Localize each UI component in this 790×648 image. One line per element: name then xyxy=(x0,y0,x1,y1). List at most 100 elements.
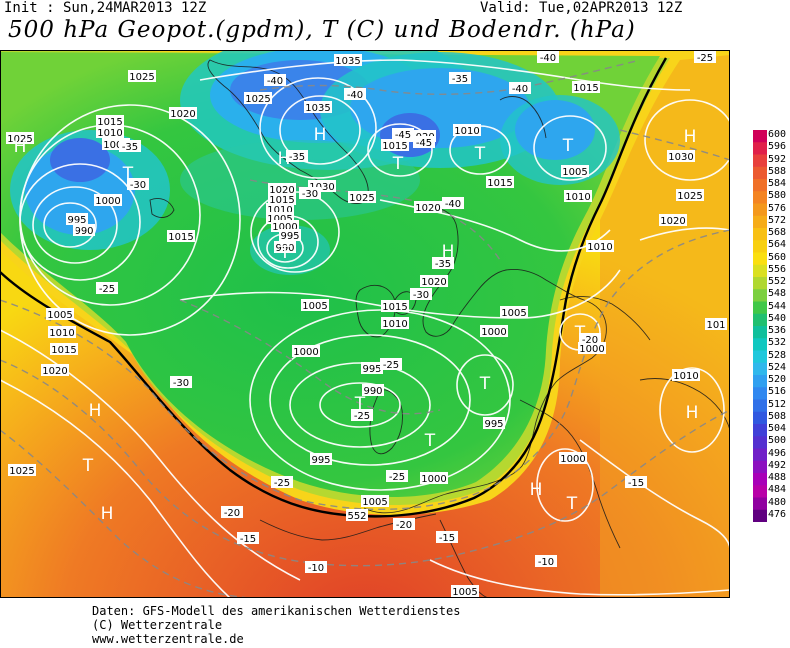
low-pressure-center: T xyxy=(424,431,436,451)
isobar-label-text: 1000 xyxy=(293,347,318,358)
low-pressure-center: T xyxy=(562,136,574,156)
legend-swatch xyxy=(753,166,767,180)
legend-swatch xyxy=(753,436,767,449)
isotherm-label: -30 xyxy=(410,288,432,301)
isobar-label: 1020 xyxy=(414,201,442,214)
isobar-label-text: 1005 xyxy=(47,310,72,321)
isobar-label-text: 1005 xyxy=(452,587,477,598)
isobar-label-text: 995 xyxy=(362,364,381,375)
isobar-label: 1025 xyxy=(8,464,36,477)
east-warm-band xyxy=(600,50,730,598)
isobar-label: 1015 xyxy=(50,343,78,356)
isotherm-label-text: -10 xyxy=(308,563,324,574)
high-pressure-center: H xyxy=(686,403,699,423)
isotherm-label: -10 xyxy=(305,561,327,574)
isobar-label: 1015 xyxy=(167,230,195,243)
isotherm-label-text: -40 xyxy=(540,53,556,64)
legend-swatch xyxy=(753,264,767,278)
isotherm-label: -30 xyxy=(299,187,321,200)
isotherm-label: -20 xyxy=(221,506,243,519)
init-time-label: Init : Sun,24MAR2013 12Z xyxy=(4,0,207,16)
isotherm-label: -25 xyxy=(351,409,373,422)
isobar-label: 990 xyxy=(73,224,95,237)
isobar-label: 1025 xyxy=(244,92,272,105)
isobar-label-text: 1035 xyxy=(335,56,360,67)
high-pressure-center: H xyxy=(314,125,327,145)
isobar-label: 1000 xyxy=(480,325,508,338)
isobar-label-text: 1015 xyxy=(382,302,407,313)
legend-value: 576 xyxy=(768,202,787,214)
legend-value: 500 xyxy=(768,435,787,447)
legend-value: 596 xyxy=(768,141,787,153)
isobar-label-text: 1030 xyxy=(309,182,334,193)
isotherm-label-text: -40 xyxy=(445,199,461,210)
legend-value: 548 xyxy=(768,288,787,300)
isotherm-label: -10 xyxy=(535,555,557,568)
isobar-label-text: 1015 xyxy=(487,178,512,189)
legend-swatch xyxy=(753,375,767,388)
isobar-label: 1010 xyxy=(381,317,409,330)
isobar-label: 1010 xyxy=(453,124,481,137)
isotherm-label-text: -35 xyxy=(289,152,305,163)
isobar-label: 1000 xyxy=(559,452,587,465)
legend-value: 540 xyxy=(768,312,787,324)
legend-value: 600 xyxy=(768,129,787,140)
isotherm-label-text: -45 xyxy=(416,138,432,149)
isobar-label-text: 1030 xyxy=(668,152,693,163)
isotherm-label: -25 xyxy=(380,358,402,371)
isobar-label-text: 1000 xyxy=(421,474,446,485)
legend-swatch xyxy=(753,424,767,437)
isotherm-label-text: -25 xyxy=(354,411,370,422)
legend-swatch xyxy=(753,509,767,522)
legend-swatch xyxy=(753,301,767,315)
isotherm-label-text: -15 xyxy=(439,533,455,544)
legend-value: 584 xyxy=(768,178,787,189)
isobar-label: 995 xyxy=(279,229,301,242)
isotherm-label-text: -35 xyxy=(435,259,451,270)
isobar-label-text: 1010 xyxy=(454,126,479,137)
isobar-label-text: 1010 xyxy=(267,205,292,216)
isobar-label: 1025 xyxy=(6,132,34,145)
isotherm-label: -45 xyxy=(413,136,435,149)
isobar-label: 1020 xyxy=(41,364,69,377)
isobar-label-text: 101 xyxy=(706,320,725,331)
isobar-label-text: 1015 xyxy=(97,117,122,128)
legend-swatch xyxy=(753,191,767,204)
weather-map: 1025103510251020101510101005102510351030… xyxy=(0,50,730,598)
isotherm-label-text: -10 xyxy=(538,557,554,568)
isotherm-label-text: -15 xyxy=(628,478,644,489)
isobar-label-text: 1000 xyxy=(481,327,506,338)
cold-core-east-inner xyxy=(515,100,595,160)
isotherm-label-text: -25 xyxy=(99,284,115,295)
legend-value: 528 xyxy=(768,349,787,361)
isobars xyxy=(0,59,730,598)
isotherm-label-text: -25 xyxy=(389,472,405,483)
legend-value: 556 xyxy=(768,263,787,275)
isobar-label-text: 1025 xyxy=(677,191,702,202)
isobar-label-text: 1020 xyxy=(421,277,446,288)
isobar-label: 995 xyxy=(310,453,332,466)
legend-swatch xyxy=(753,460,767,474)
isotherm-label: -40 xyxy=(509,82,531,95)
low-pressure-center: T xyxy=(69,220,81,240)
isobar-label: 1005 xyxy=(361,495,389,508)
isobar-label-text: 1005 xyxy=(562,167,587,178)
isotherm-label: -25 xyxy=(694,51,716,64)
isobar-label-text: 1015 xyxy=(269,195,294,206)
isotherm-label-text: 552 xyxy=(347,511,366,522)
isobar-label: 1000 xyxy=(94,194,122,207)
green-region xyxy=(0,52,660,497)
legend-value: 592 xyxy=(768,153,787,165)
isotherm-label-text: -35 xyxy=(452,74,468,85)
high-pressure-center: H xyxy=(278,149,291,169)
isotherm-label-text: -20 xyxy=(396,520,412,531)
high-pressure-center: H xyxy=(101,504,114,524)
isotherm-label: -45 xyxy=(392,128,414,141)
isobar-label-text: 1010 xyxy=(565,192,590,203)
legend-swatch xyxy=(753,313,767,327)
legend-swatch xyxy=(753,142,767,155)
isotherm-label-text: -25 xyxy=(383,360,399,371)
isobar-label-text: 1000 xyxy=(95,196,120,207)
valid-time-label: Valid: Tue,02APR2013 12Z xyxy=(480,0,683,16)
isobar-label-text: 1025 xyxy=(7,134,32,145)
